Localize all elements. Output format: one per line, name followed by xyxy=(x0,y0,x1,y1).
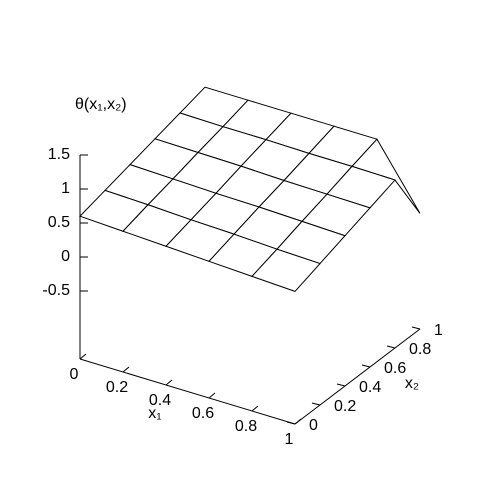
x2-tick-label: 0.8 xyxy=(409,341,431,358)
x1-tick-label: 0.2 xyxy=(106,379,128,396)
x2-tick-label: 1 xyxy=(434,322,443,339)
z-tick-label: 0.5 xyxy=(48,214,70,231)
z-axis-label: θ(x₁,x₂) xyxy=(75,96,127,113)
z-tick-label: 1 xyxy=(61,180,70,197)
x1-axis-label: x₁ xyxy=(148,405,161,422)
x1-tick xyxy=(208,392,216,399)
x1-tick xyxy=(122,366,130,373)
x1-tick-label: 0 xyxy=(70,366,79,383)
x1-tick xyxy=(79,353,87,360)
x2-tick-label: 0 xyxy=(309,417,318,434)
x1-tick-label: 0.8 xyxy=(235,418,257,435)
z-tick-label: -0.5 xyxy=(42,282,70,299)
x2-tick xyxy=(336,383,346,387)
x2-tick xyxy=(286,421,296,425)
z-tick-label: 0 xyxy=(61,248,70,265)
x1-axis xyxy=(79,358,296,425)
x2-tick xyxy=(411,326,421,330)
x1-tick-label: 1 xyxy=(285,431,294,448)
x1-tick-label: 0.4 xyxy=(149,392,171,409)
x1-tick xyxy=(294,418,302,425)
x2-tick-label: 0.4 xyxy=(359,379,381,396)
x2-tick xyxy=(311,402,321,406)
surface-patch xyxy=(251,248,321,292)
x1-tick-label: 0.6 xyxy=(192,405,214,422)
x2-tick xyxy=(361,364,371,368)
x2-tick xyxy=(386,345,396,349)
x2-axis-label: x₂ xyxy=(405,375,419,392)
x1-tick xyxy=(251,405,259,412)
x2-tick-label: 0.6 xyxy=(384,360,406,377)
x1-tick xyxy=(165,379,173,386)
z-tick-label: 1.5 xyxy=(48,146,70,163)
x2-axis xyxy=(294,328,421,425)
x2-tick-label: 0.2 xyxy=(334,398,356,415)
